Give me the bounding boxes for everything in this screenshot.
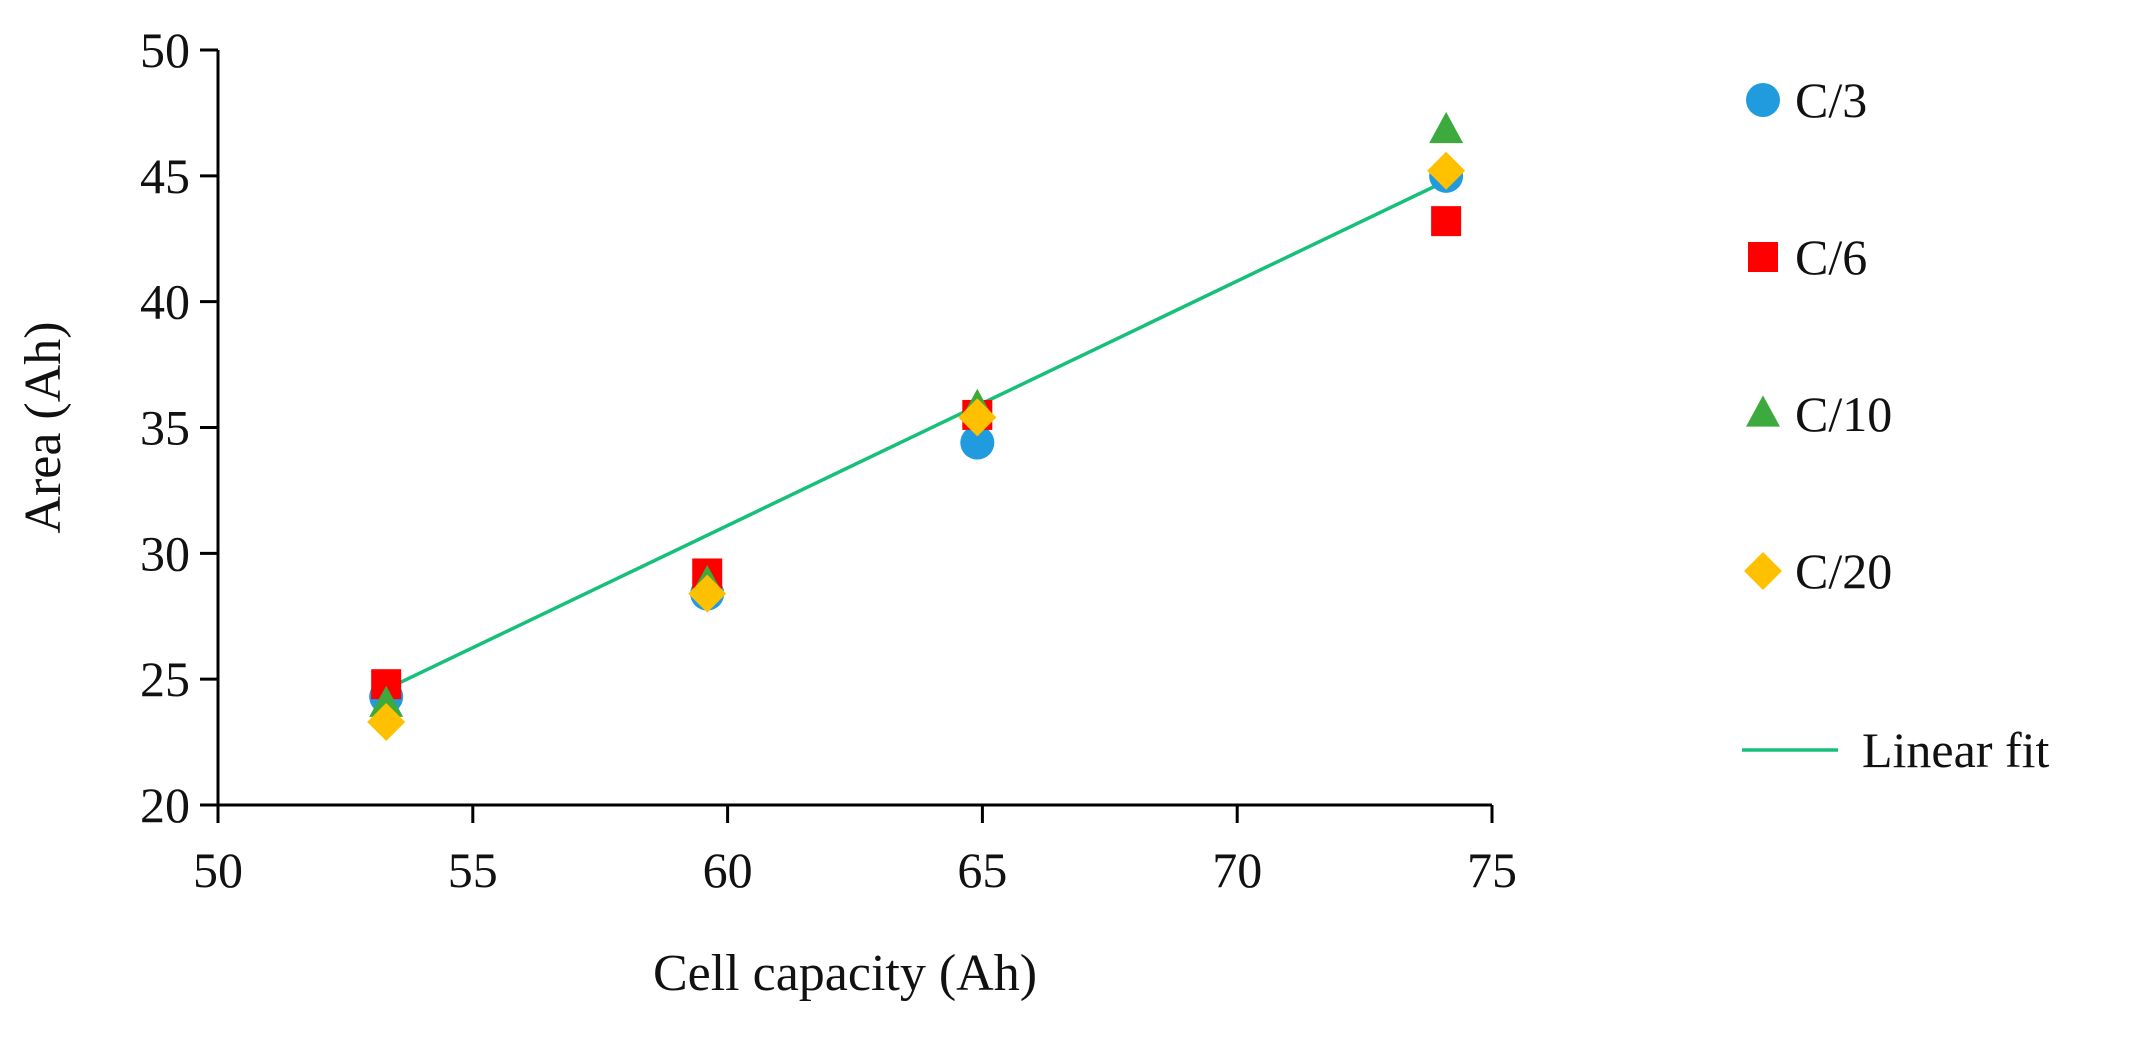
x-tick-label: 65 [957,842,1007,898]
x-tick-label: 55 [448,842,498,898]
legend-marker-c-10 [1746,395,1780,427]
axes-group: 20 25 30 35 40 45 50 50 55 60 65 70 75 Cell capacity … [15,22,1517,1002]
legend-marker-c-3 [1746,83,1780,117]
y-tick-label: 40 [140,274,190,330]
points-layer [367,111,1466,741]
x-tick-label: 50 [193,842,243,898]
point-c-6 [1431,206,1462,237]
y-tick-label: 45 [140,148,190,204]
legend-label-c-6: C/6 [1795,229,1867,285]
x-tick-label: 70 [1212,842,1262,898]
fit-layer [385,179,1447,691]
point-c-3 [960,425,995,460]
legend-label-c-10: C/10 [1795,386,1892,442]
x-tick-label: 60 [703,842,753,898]
y-tick-label: 30 [140,525,190,581]
point-c-10 [369,685,404,717]
legend: C/3 C/6 C/10 C/20 Linear fit [1742,72,2050,778]
point-c-10 [1429,111,1464,144]
legend-marker-c-20 [1744,552,1782,590]
x-axis-title: Cell capacity (Ah) [653,945,1037,1002]
point-c-20 [688,574,727,613]
point-c-20 [958,398,997,437]
legend-marker-c-6 [1748,242,1778,272]
y-tick-label: 50 [140,22,190,78]
point-c-20 [1427,151,1466,190]
linear-fit-line [385,179,1447,691]
y-tick-label: 20 [140,777,190,833]
x-tick-label: 75 [1467,842,1517,898]
legend-label-linear-fit: Linear fit [1862,722,2050,778]
y-tick-label: 25 [140,651,190,707]
legend-label-c-20: C/20 [1795,543,1892,599]
point-c-20 [367,702,406,741]
legend-label-c-3: C/3 [1795,72,1867,128]
y-tick-label: 35 [140,400,190,456]
y-axis-title: Area (Ah) [15,321,72,533]
